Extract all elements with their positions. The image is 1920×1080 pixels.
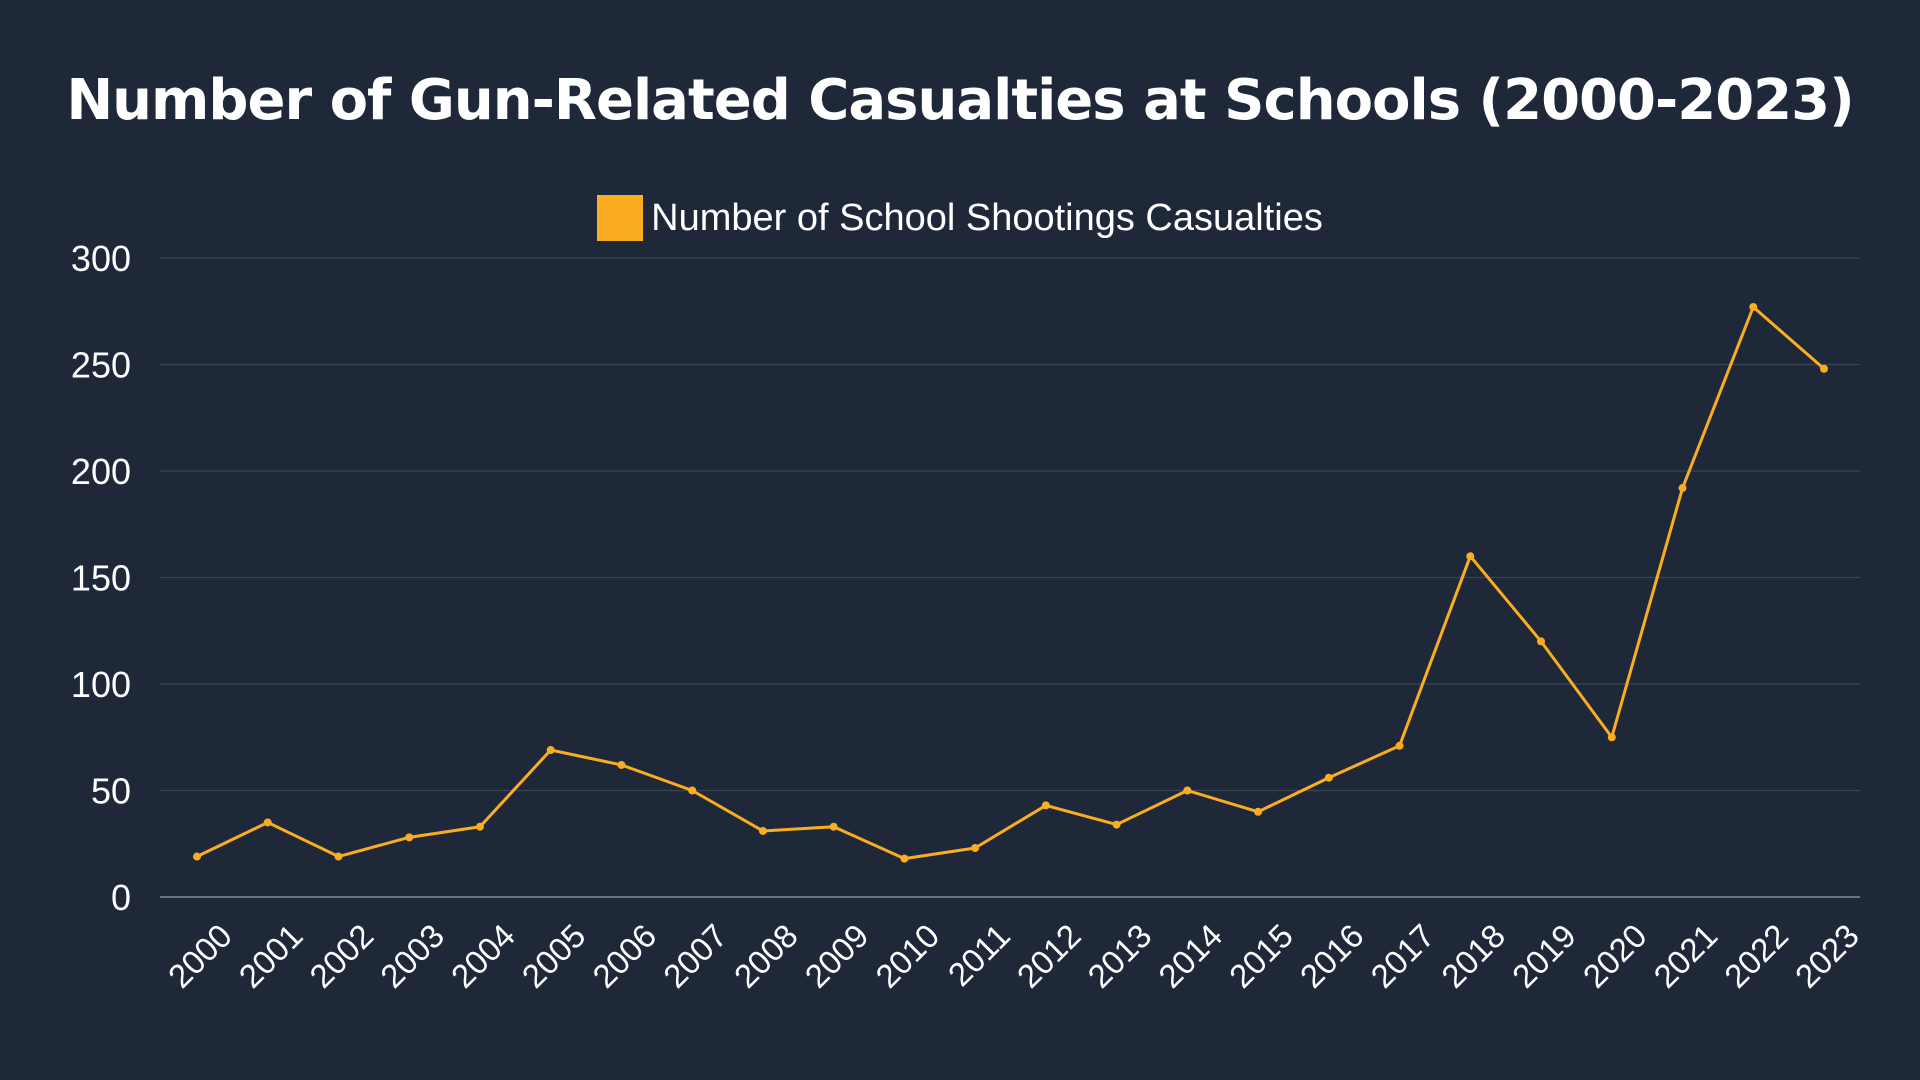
x-tick-label: 2002	[302, 917, 380, 995]
x-tick-label: 2011	[941, 917, 1017, 993]
data-point	[1324, 773, 1333, 782]
x-tick-label: 2021	[1646, 917, 1724, 995]
x-tick-label: 2022	[1717, 917, 1795, 995]
y-tick-label: 50	[91, 771, 131, 812]
legend-label: Number of School Shootings Casualties	[651, 196, 1323, 239]
data-point	[475, 822, 484, 831]
data-point	[900, 854, 909, 863]
data-point	[1749, 302, 1758, 311]
data-point	[1607, 733, 1616, 742]
series-line	[196, 305, 1825, 861]
data-point	[1254, 807, 1263, 816]
data-point	[1820, 364, 1828, 373]
grid-lines	[160, 257, 1860, 898]
x-tick-label: 2001	[232, 917, 310, 995]
x-tick-label: 2007	[656, 917, 734, 995]
x-tick-label: 2004	[444, 917, 522, 995]
x-tick-label: 2014	[1151, 917, 1229, 995]
data-point	[546, 746, 555, 755]
data-point	[405, 833, 414, 842]
y-tick-label: 100	[71, 664, 131, 705]
x-tick-label: 2018	[1434, 917, 1512, 995]
data-point	[1537, 637, 1546, 646]
x-tick-label: 2010	[868, 917, 946, 995]
x-tick-label: 2015	[1222, 917, 1300, 995]
data-point	[1112, 820, 1121, 829]
data-point	[688, 786, 697, 795]
x-tick-label: 2023	[1788, 917, 1866, 995]
x-tick-label: 2009	[797, 917, 875, 995]
y-tick-label: 300	[71, 238, 131, 279]
x-tick-label: 2006	[585, 917, 663, 995]
data-point	[1678, 484, 1687, 493]
x-tick-label: 2016	[1293, 917, 1371, 995]
x-tick-label: 2017	[1363, 917, 1441, 995]
x-tick-label: 2012	[1010, 917, 1088, 995]
data-point	[1395, 741, 1404, 750]
data-point	[1466, 552, 1475, 561]
y-tick-label: 250	[71, 345, 131, 386]
legend: Number of School Shootings Casualties	[0, 195, 1920, 241]
data-point	[263, 818, 272, 827]
series-layer	[193, 302, 1828, 863]
chart-title: Number of Gun-Related Casualties at Scho…	[66, 68, 1854, 133]
x-tick-label: 2008	[727, 917, 805, 995]
x-tick-label: 2003	[373, 917, 451, 995]
y-tick-label: 0	[111, 877, 131, 918]
data-point	[971, 844, 980, 853]
y-tick-label: 200	[71, 451, 131, 492]
data-point	[334, 852, 343, 861]
x-tick-label: 2020	[1576, 917, 1654, 995]
legend-swatch	[597, 195, 644, 241]
data-point	[829, 822, 838, 831]
data-point	[1183, 786, 1192, 795]
x-tick-label: 2019	[1505, 917, 1583, 995]
data-point	[758, 826, 767, 835]
y-tick-label: 150	[71, 558, 131, 599]
x-axis-ticks: 2000200120022003200420052006200720082009…	[161, 917, 1866, 995]
x-tick-label: 2005	[515, 917, 593, 995]
data-point	[1041, 801, 1050, 810]
x-tick-label: 2000	[161, 917, 239, 995]
data-point	[193, 852, 201, 861]
data-point	[617, 760, 626, 769]
y-axis-ticks: 0 50 100 150 200 250 300	[71, 238, 131, 918]
x-tick-label: 2013	[1080, 917, 1158, 995]
